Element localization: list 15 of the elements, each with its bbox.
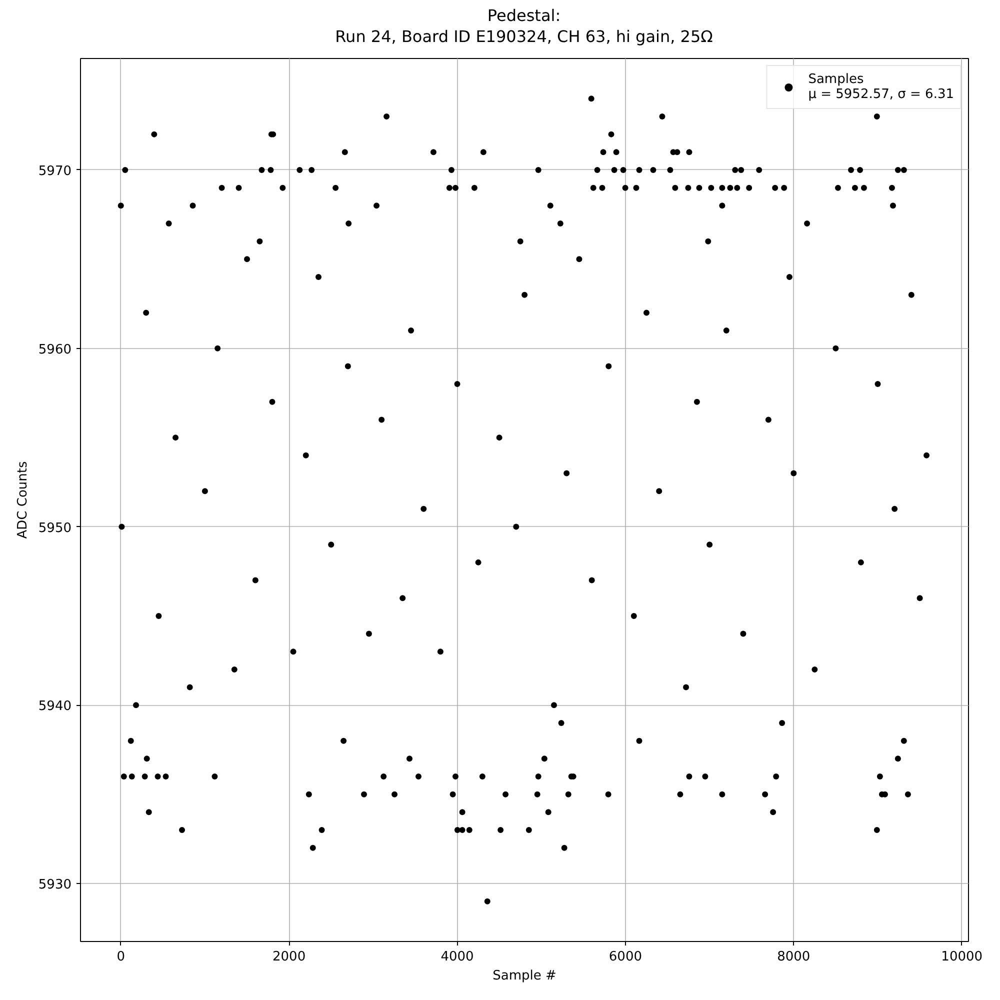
x-axis-title: Sample # bbox=[492, 968, 556, 984]
y-tick-label: 5950 bbox=[38, 520, 72, 536]
y-tick-label: 5970 bbox=[38, 164, 72, 179]
x-tick-label: 4000 bbox=[440, 950, 474, 964]
y-tick-label: 5930 bbox=[38, 878, 72, 893]
chart-title: Pedestal: Run 24, Board ID E190324, CH 63, hi gain, 25Ω bbox=[335, 6, 713, 48]
x-tick-label: 0 bbox=[116, 950, 126, 964]
y-axis-title: ADC Counts bbox=[15, 461, 30, 539]
y-tick-label: 5940 bbox=[38, 699, 72, 714]
x-tick-label: 2000 bbox=[272, 950, 306, 964]
x-tick-label: 6000 bbox=[608, 950, 642, 964]
legend-label: Samples μ = 5952.57, σ = 6.31 bbox=[808, 72, 954, 102]
x-tick-label: 8000 bbox=[777, 950, 810, 964]
y-tick-label: 5960 bbox=[38, 342, 72, 358]
x-tick-label: 10000 bbox=[941, 950, 983, 964]
